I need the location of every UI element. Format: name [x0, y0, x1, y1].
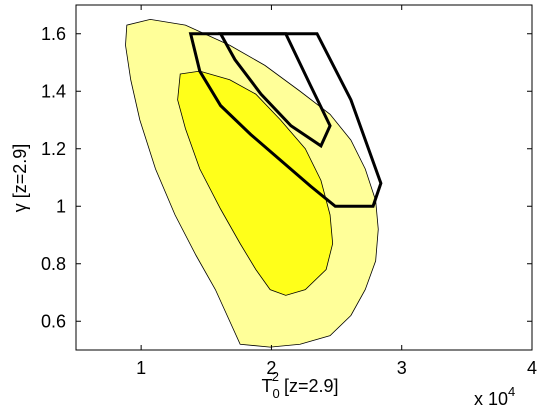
x-tick-label: 3	[397, 358, 407, 378]
x-label-sub: 0	[272, 386, 279, 401]
x-label-base: T	[261, 376, 272, 396]
contour	[188, 32, 383, 208]
x-multiplier: x 104	[474, 384, 515, 409]
x-label-rest: [z=2.9]	[279, 376, 339, 396]
contour	[177, 70, 334, 296]
y-tick-label: 0.6	[41, 311, 66, 331]
x-axis-label: T0 2 [z=2.9]	[261, 369, 338, 401]
plot-frame	[75, 4, 533, 351]
x-tick-label: 4	[527, 358, 537, 378]
x-label-sup: 2	[272, 369, 279, 384]
y-tick-label: 1	[56, 196, 66, 216]
y-tick-label: 1.4	[41, 81, 66, 101]
contour	[218, 32, 332, 149]
x-tick-label: 2	[266, 358, 276, 378]
x-tick-label: 1	[136, 358, 146, 378]
y-axis-label: γ [z=2.9]	[10, 144, 30, 213]
x-multiplier-exponent: 4	[508, 384, 515, 399]
x-multiplier-text: x 10	[474, 389, 508, 409]
y-tick-label: 1.6	[41, 24, 66, 44]
y-tick-label: 0.8	[41, 254, 66, 274]
y-tick-label: 1.2	[41, 139, 66, 159]
